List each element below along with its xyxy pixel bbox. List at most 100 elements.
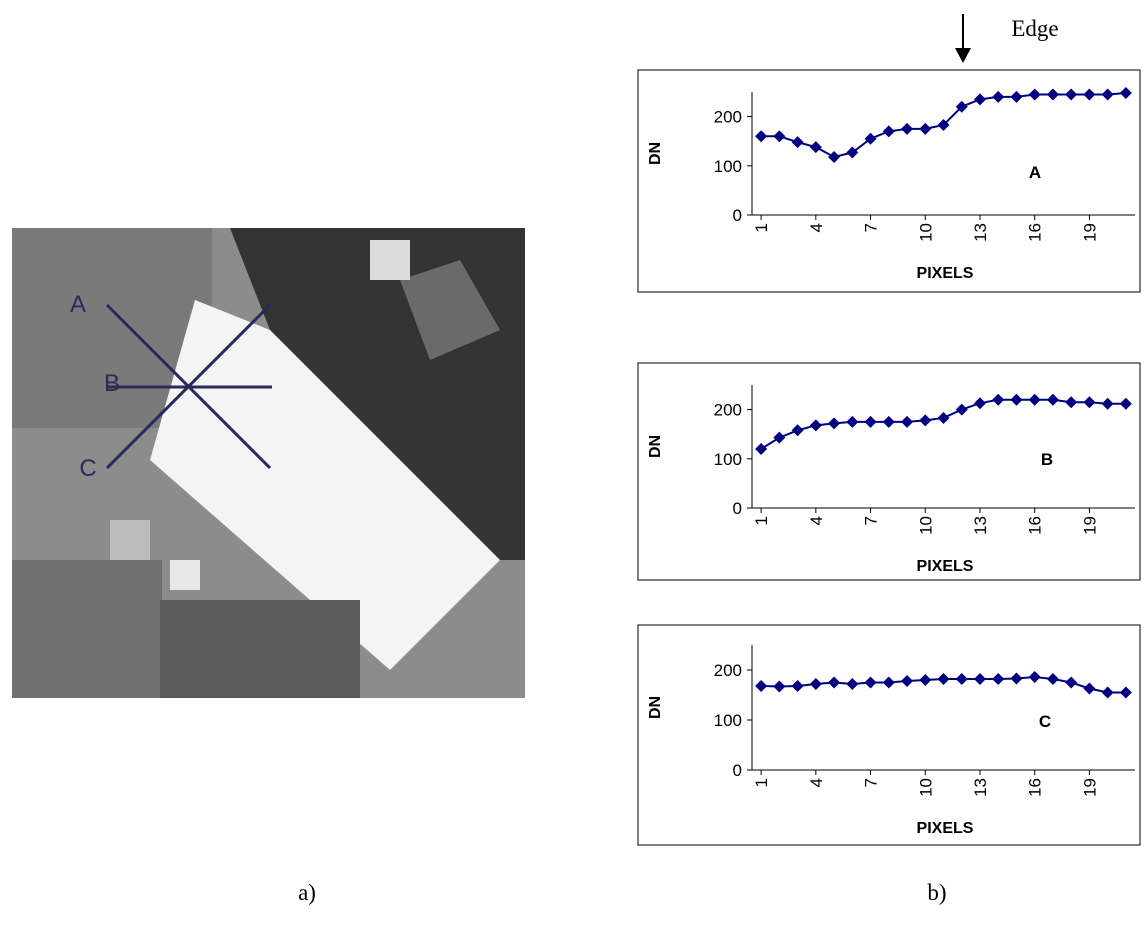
data-point bbox=[974, 397, 986, 409]
y-axis-label: DN bbox=[647, 142, 664, 165]
data-point bbox=[828, 417, 840, 429]
data-point bbox=[974, 673, 986, 685]
image-label: B bbox=[104, 370, 120, 397]
data-point bbox=[992, 673, 1004, 685]
data-point bbox=[773, 130, 785, 142]
x-axis-label: PIXELS bbox=[917, 558, 974, 575]
data-point bbox=[1083, 88, 1095, 100]
data-point bbox=[1065, 677, 1077, 689]
data-point bbox=[865, 677, 877, 689]
data-point bbox=[1102, 687, 1114, 699]
data-point bbox=[1065, 88, 1077, 100]
data-point bbox=[828, 151, 840, 163]
y-axis-label: DN bbox=[647, 696, 664, 719]
y-tick-label: 200 bbox=[714, 401, 742, 420]
annotation: A bbox=[1029, 163, 1041, 182]
data-point bbox=[883, 416, 895, 428]
data-point bbox=[792, 424, 804, 436]
data-point bbox=[919, 123, 931, 135]
data-point bbox=[974, 93, 986, 105]
x-axis-label: PIXELS bbox=[917, 820, 974, 837]
data-point bbox=[773, 681, 785, 693]
caption: a) bbox=[298, 880, 316, 905]
data-point bbox=[883, 677, 895, 689]
data-point bbox=[901, 416, 913, 428]
data-point bbox=[773, 432, 785, 444]
data-point bbox=[1010, 91, 1022, 103]
x-tick-label: 16 bbox=[1026, 516, 1045, 535]
x-tick-label: 10 bbox=[916, 223, 935, 242]
data-point bbox=[1029, 394, 1041, 406]
data-point bbox=[865, 416, 877, 428]
y-tick-label: 0 bbox=[733, 761, 742, 780]
data-point bbox=[792, 136, 804, 148]
y-tick-label: 100 bbox=[714, 711, 742, 730]
data-point bbox=[1102, 88, 1114, 100]
x-tick-label: 19 bbox=[1080, 223, 1099, 242]
data-point bbox=[828, 677, 840, 689]
x-axis-label: PIXELS bbox=[917, 265, 974, 282]
y-tick-label: 0 bbox=[733, 499, 742, 518]
chart: 010020014710131619DNPIXELSC bbox=[638, 625, 1140, 845]
data-point bbox=[846, 678, 858, 690]
data-point bbox=[992, 91, 1004, 103]
data-point bbox=[938, 673, 950, 685]
data-point bbox=[901, 675, 913, 687]
y-axis-label: DN bbox=[647, 435, 664, 458]
data-point bbox=[919, 674, 931, 686]
edge-arrow-head bbox=[955, 48, 971, 63]
data-point bbox=[755, 130, 767, 142]
figure: A B C Edge a) b) 010020014710131619DNPIX… bbox=[0, 0, 1145, 932]
data-point bbox=[1065, 396, 1077, 408]
data-point bbox=[1120, 398, 1132, 410]
data-point bbox=[938, 412, 950, 424]
data-point bbox=[755, 680, 767, 692]
data-point bbox=[1010, 673, 1022, 685]
x-tick-label: 19 bbox=[1080, 516, 1099, 535]
data-point bbox=[883, 125, 895, 137]
y-tick-label: 0 bbox=[733, 206, 742, 225]
x-tick-label: 13 bbox=[971, 516, 990, 535]
x-tick-label: 4 bbox=[807, 778, 826, 787]
data-point bbox=[810, 678, 822, 690]
x-tick-label: 10 bbox=[916, 778, 935, 797]
x-tick-label: 19 bbox=[1080, 778, 1099, 797]
x-tick-label: 16 bbox=[1026, 778, 1045, 797]
x-tick-label: 13 bbox=[971, 778, 990, 797]
x-tick-label: 7 bbox=[862, 778, 881, 787]
data-point bbox=[810, 141, 822, 153]
y-tick-label: 100 bbox=[714, 157, 742, 176]
x-tick-label: 1 bbox=[752, 516, 771, 525]
data-point bbox=[956, 404, 968, 416]
chart-frame bbox=[638, 363, 1140, 580]
x-tick-label: 13 bbox=[971, 223, 990, 242]
data-point bbox=[1083, 683, 1095, 695]
data-point bbox=[1102, 398, 1114, 410]
caption: b) bbox=[927, 880, 946, 905]
data-point bbox=[1083, 396, 1095, 408]
x-tick-label: 7 bbox=[862, 516, 881, 525]
chart-frame bbox=[638, 625, 1140, 845]
y-tick-label: 200 bbox=[714, 108, 742, 127]
x-tick-label: 7 bbox=[862, 223, 881, 232]
data-point bbox=[1047, 394, 1059, 406]
data-point bbox=[792, 680, 804, 692]
data-point bbox=[956, 673, 968, 685]
image-label: A bbox=[70, 291, 86, 318]
data-point bbox=[1029, 671, 1041, 683]
data-point bbox=[1010, 394, 1022, 406]
data-point bbox=[1047, 88, 1059, 100]
x-tick-label: 1 bbox=[752, 778, 771, 787]
data-point bbox=[919, 414, 931, 426]
data-point bbox=[810, 419, 822, 431]
x-tick-label: 16 bbox=[1026, 223, 1045, 242]
edge-label: Edge bbox=[1011, 16, 1058, 41]
data-point bbox=[1120, 87, 1132, 99]
image-label: C bbox=[79, 455, 96, 482]
x-tick-label: 4 bbox=[807, 516, 826, 525]
data-point bbox=[1120, 687, 1132, 699]
annotation: C bbox=[1039, 712, 1051, 731]
aerial-image: A B C bbox=[12, 228, 525, 698]
